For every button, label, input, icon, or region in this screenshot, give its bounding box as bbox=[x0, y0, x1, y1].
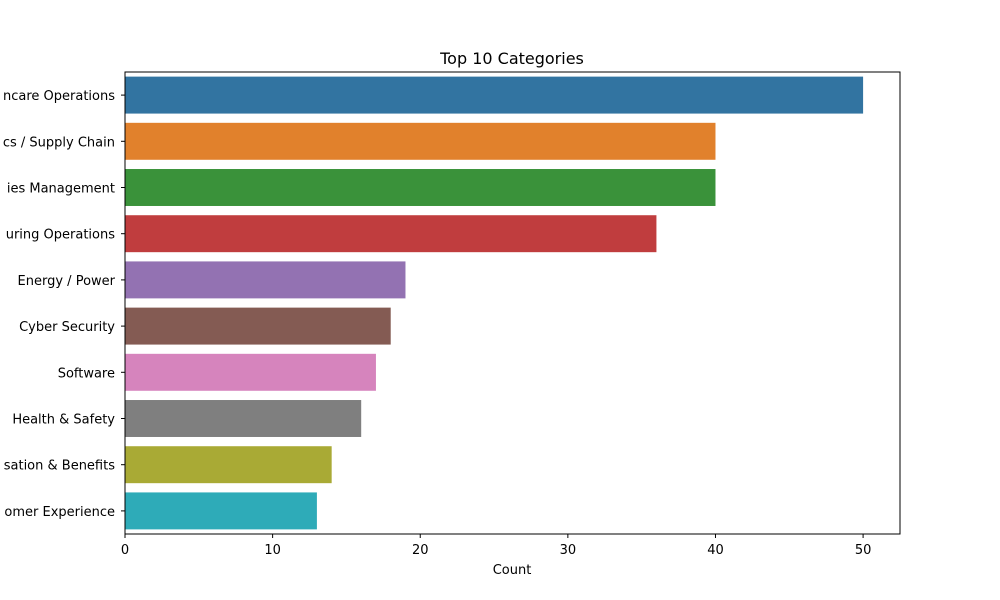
bar-7 bbox=[125, 400, 362, 437]
bar-8 bbox=[125, 446, 332, 484]
x-tick-label: 0 bbox=[121, 543, 129, 558]
category-label: Software bbox=[58, 366, 115, 381]
bars-group bbox=[125, 76, 864, 530]
bar-2 bbox=[125, 169, 716, 206]
category-label: Energy / Power bbox=[18, 274, 116, 289]
category-label: Cyber Security bbox=[19, 320, 115, 335]
plot-area-frame bbox=[124, 71, 901, 535]
category-label: cs / Supply Chain bbox=[3, 135, 115, 150]
category-label: sation & Benefits bbox=[4, 459, 115, 474]
category-label: ncare Operations bbox=[3, 89, 115, 104]
bar-9 bbox=[125, 492, 317, 530]
category-label: Health & Safety bbox=[12, 413, 115, 428]
x-tick-label: 50 bbox=[855, 543, 872, 558]
category-label: omer Experience bbox=[4, 505, 115, 520]
category-label: ies Management bbox=[7, 182, 115, 197]
chart-title: Top 10 Categories bbox=[439, 49, 584, 68]
x-axis-ticks-group: 0 10 20 30 40 50 bbox=[121, 534, 872, 558]
category-label: uring Operations bbox=[6, 228, 116, 243]
bar-1 bbox=[125, 122, 716, 160]
x-tick-label: 30 bbox=[560, 543, 577, 558]
bar-6 bbox=[125, 353, 376, 391]
x-tick-label: 20 bbox=[412, 543, 429, 558]
bar-0 bbox=[125, 76, 864, 114]
bar-4 bbox=[125, 261, 406, 299]
bar-3 bbox=[125, 215, 657, 253]
x-tick-label: 40 bbox=[707, 543, 724, 558]
x-axis-label: Count bbox=[493, 563, 532, 578]
category-labels-group: ncare Operations cs / Supply Chain ies Man… bbox=[3, 89, 125, 520]
bar-5 bbox=[125, 307, 391, 345]
x-tick-label: 10 bbox=[264, 543, 281, 558]
